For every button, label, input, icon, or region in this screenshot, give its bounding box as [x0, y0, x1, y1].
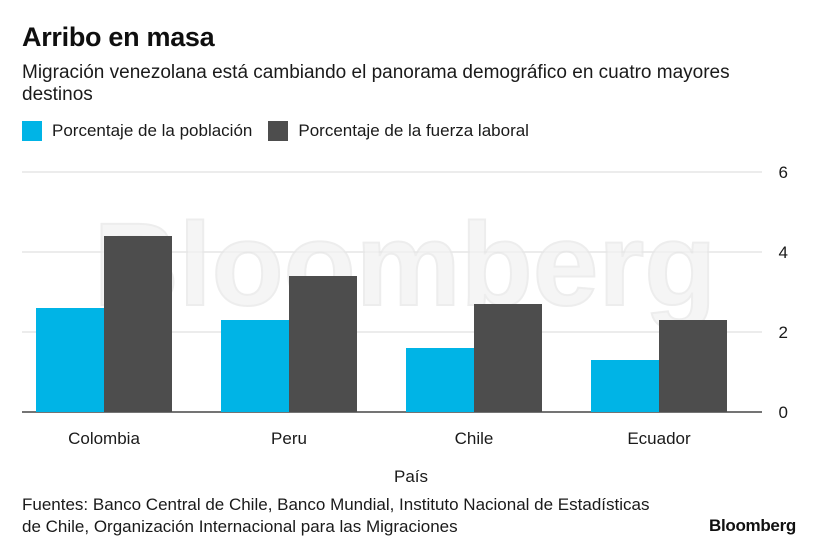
bar-population-peru [221, 320, 289, 412]
bar-labor-colombia [104, 236, 172, 412]
x-tick-label: Colombia [68, 429, 140, 448]
chart-title: Arribo en masa [22, 22, 215, 52]
x-axis-ticks: Colombia Peru Chile Ecuador [68, 429, 691, 448]
bars [36, 236, 727, 412]
legend: Porcentaje de la población Porcentaje de… [22, 121, 545, 141]
watermark-text: Bloomberg [94, 199, 717, 331]
y-tick-label: 0 [779, 403, 788, 422]
y-tick-label: 4 [779, 243, 788, 262]
source-note: Fuentes: Banco Central de Chile, Banco M… [22, 495, 650, 536]
legend-item-population: Porcentaje de la población [22, 121, 252, 141]
chart-subtitle: Migración venezolana está cambiando el p… [22, 62, 730, 105]
bar-labor-ecuador [659, 320, 727, 412]
bloomberg-logo: Bloomberg [708, 516, 796, 535]
y-axis-ticks: 0 2 4 6 [779, 163, 788, 422]
legend-item-labor: Porcentaje de la fuerza laboral [268, 121, 529, 141]
x-axis-label: País [394, 467, 428, 486]
bar-population-colombia [36, 308, 104, 412]
y-tick-label: 2 [779, 323, 788, 342]
y-tick-label: 6 [779, 163, 788, 182]
legend-label-population: Porcentaje de la población [52, 121, 253, 140]
legend-swatch-labor [268, 121, 289, 141]
x-tick-label: Chile [455, 429, 494, 448]
x-tick-label: Peru [271, 429, 307, 448]
bar-population-chile [406, 348, 474, 412]
legend-swatch-population [22, 121, 42, 141]
bar-population-ecuador [591, 360, 659, 412]
bar-labor-chile [474, 304, 542, 412]
legend-label-labor: Porcentaje de la fuerza laboral [298, 121, 529, 140]
x-tick-label: Ecuador [627, 429, 691, 448]
bar-labor-peru [289, 276, 357, 412]
